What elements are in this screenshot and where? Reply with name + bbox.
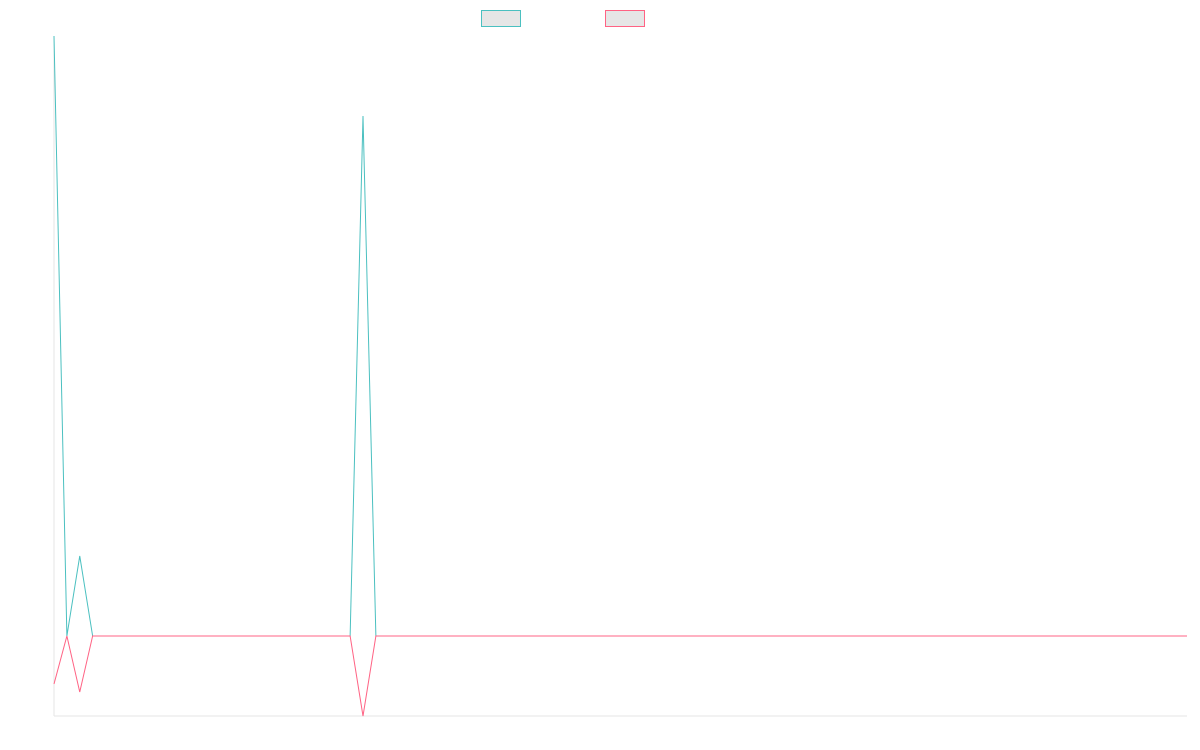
legend-swatch-1[interactable] [481, 10, 521, 27]
series-line-2 [53, 635, 1187, 717]
legend-swatch-2[interactable] [605, 10, 645, 27]
series-layer [53, 35, 1187, 717]
legend [481, 10, 645, 27]
axes [53, 36, 1187, 717]
series-line-1 [53, 35, 1187, 637]
